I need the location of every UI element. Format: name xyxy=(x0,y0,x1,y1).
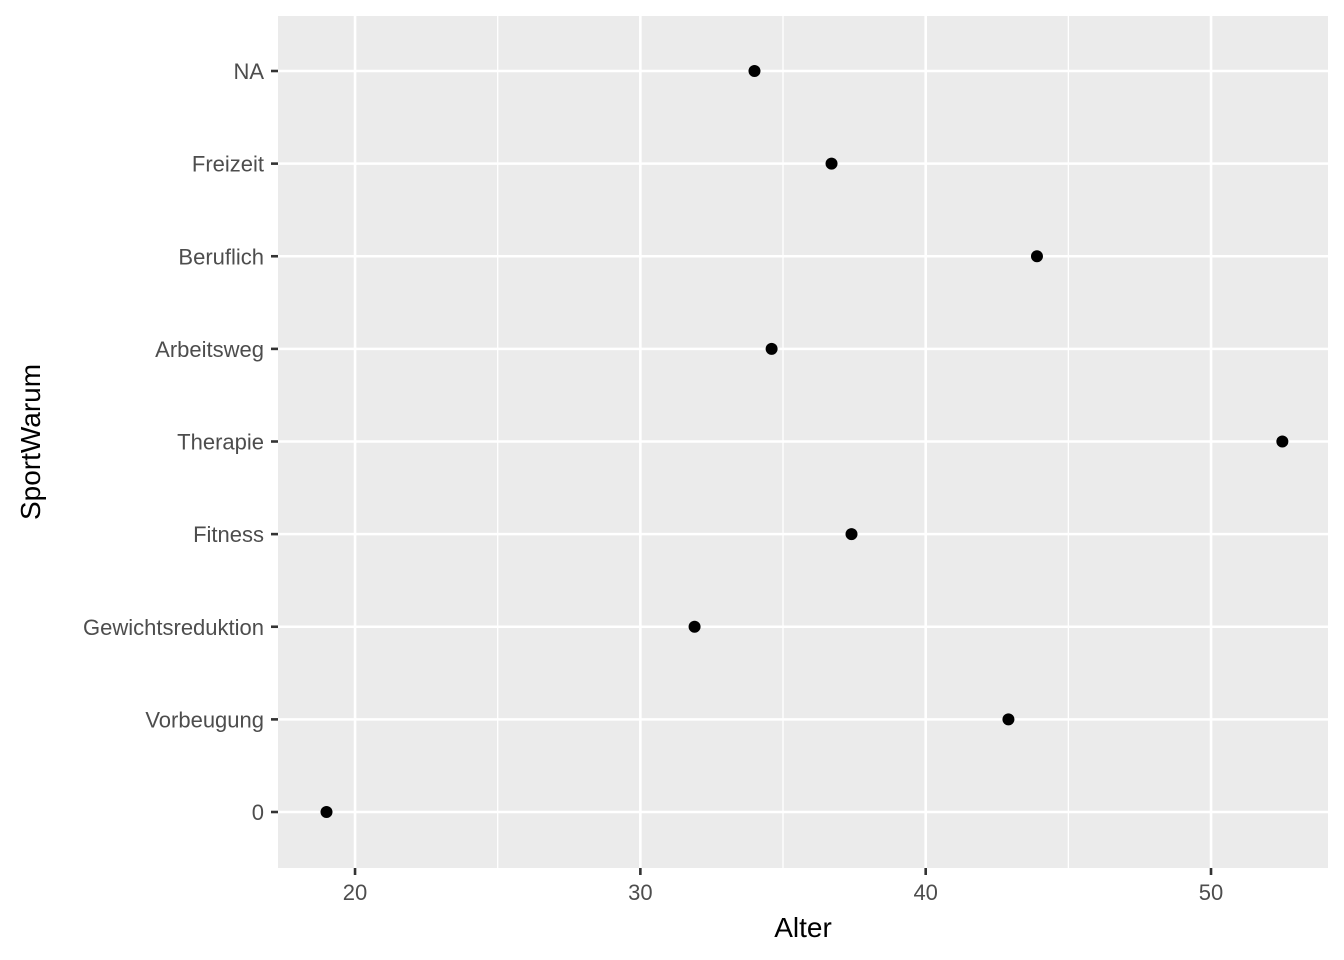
axis-ticks xyxy=(271,69,1213,875)
data-point xyxy=(1002,713,1015,726)
data-point xyxy=(1030,250,1043,263)
data-point xyxy=(765,342,778,355)
x-tick-label: 20 xyxy=(343,880,367,905)
x-tick-label: 50 xyxy=(1199,880,1223,905)
tick-labels: 20 30 40 50 0 Vorbeugung Gewichtsreduktion Fitn… xyxy=(83,59,1223,905)
data-point xyxy=(845,528,858,541)
y-tick-label: Freizeit xyxy=(192,152,264,177)
data-point xyxy=(825,157,838,170)
x-axis-title: Alter xyxy=(774,912,832,943)
y-tick-label: Therapie xyxy=(177,430,264,455)
y-tick-label: Beruflich xyxy=(178,244,264,269)
y-tick-label: Vorbeugung xyxy=(145,707,264,732)
y-tick-label: Arbeitsweg xyxy=(155,337,264,362)
x-tick-label: 30 xyxy=(628,880,652,905)
x-tick-label: 40 xyxy=(913,880,937,905)
data-point xyxy=(748,65,761,77)
data-point xyxy=(320,806,333,818)
data-point xyxy=(688,620,701,633)
y-tick-label: NA xyxy=(233,59,264,84)
y-axis-title: SportWarum xyxy=(15,364,46,520)
y-tick-label: 0 xyxy=(252,800,264,825)
y-tick-label: Fitness xyxy=(193,522,264,547)
data-point xyxy=(1276,435,1289,448)
grid-lines xyxy=(278,16,1328,868)
y-tick-label: Gewichtsreduktion xyxy=(83,615,264,640)
data-points xyxy=(320,65,1289,818)
